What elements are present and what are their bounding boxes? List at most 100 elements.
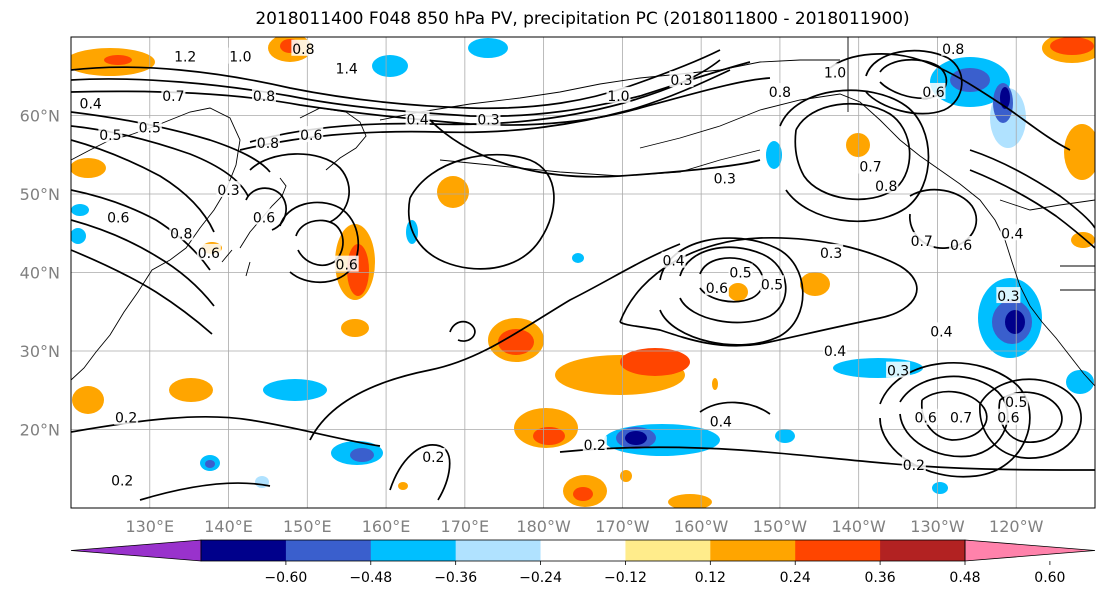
longitude-label: 140°E bbox=[204, 517, 253, 536]
contour-label-background bbox=[1004, 393, 1029, 410]
pv-contour bbox=[71, 61, 751, 118]
pv-contour-label: 0.8 bbox=[292, 42, 314, 58]
pv-contour-label: 0.2 bbox=[422, 450, 444, 466]
contour-label-background bbox=[78, 94, 103, 111]
latitude-label: 50°N bbox=[20, 185, 60, 204]
pv-contour bbox=[559, 446, 1095, 471]
pv-contour-label: 0.3 bbox=[217, 183, 239, 199]
precip-region bbox=[205, 460, 215, 468]
pv-contour bbox=[71, 189, 211, 271]
precip-region bbox=[1066, 370, 1094, 394]
pv-contour-label: 0.2 bbox=[115, 411, 137, 427]
colorbar-segment bbox=[370, 540, 457, 561]
pv-contour bbox=[389, 444, 451, 501]
longitude-label: 150°E bbox=[283, 517, 332, 536]
colorbar-extend-min bbox=[70, 539, 202, 562]
pv-contour bbox=[71, 111, 271, 173]
pv-contour-label: 0.6 bbox=[950, 238, 972, 254]
precip-region bbox=[468, 38, 508, 58]
pv-contour-label: 0.5 bbox=[761, 277, 783, 293]
colorbar-tick-label: 0.24 bbox=[780, 570, 811, 586]
pv-contour-label: 1.0 bbox=[607, 89, 629, 105]
pv-contour-label: 1.0 bbox=[229, 50, 251, 66]
contour-label-background bbox=[712, 169, 737, 186]
precip-region bbox=[498, 329, 534, 355]
pv-contour-label: 0.6 bbox=[915, 411, 937, 427]
precip-region bbox=[950, 68, 990, 92]
colorbar-frame bbox=[200, 539, 966, 562]
colorbar-segment bbox=[795, 540, 881, 561]
contour-label-background bbox=[708, 412, 733, 429]
colorbar-segment bbox=[710, 540, 796, 561]
colorbar-segment bbox=[285, 540, 372, 561]
pv-contour bbox=[71, 77, 771, 126]
pv-contour bbox=[429, 119, 761, 178]
precip-region bbox=[350, 448, 374, 462]
contour-label-background bbox=[858, 157, 883, 174]
longitude-label: 130°E bbox=[125, 517, 174, 536]
map-frame bbox=[70, 36, 1096, 509]
longitude-label: 150°W bbox=[753, 517, 808, 536]
pv-contour bbox=[779, 89, 930, 223]
colorbar-segment bbox=[540, 540, 626, 561]
pv-contour-labels: 1.2 1.0 0.8 1.4 0.8 0.7 0.4 0.5 0.5 0.8 0.6 0.4 0.3 1… bbox=[78, 39, 1029, 490]
pv-contour bbox=[879, 58, 948, 100]
pv-contour bbox=[679, 246, 787, 324]
contour-label-background bbox=[874, 177, 899, 194]
pv-contour-label: 0.4 bbox=[1001, 226, 1023, 242]
colorbar-tick-label: −0.12 bbox=[604, 570, 647, 586]
pv-contour bbox=[969, 169, 1095, 249]
contour-label-background bbox=[169, 224, 194, 241]
colorbar-tick-label: 0.48 bbox=[949, 570, 980, 586]
pv-contour bbox=[71, 219, 215, 307]
contour-label-background bbox=[161, 86, 186, 103]
colorbar-tick-label: −0.60 bbox=[264, 570, 307, 586]
pv-contour bbox=[249, 153, 350, 223]
pv-contour bbox=[969, 149, 1095, 229]
contour-label-background bbox=[228, 47, 253, 64]
pv-contour-label: 0.8 bbox=[769, 85, 791, 101]
pv-contour-label: 0.8 bbox=[875, 179, 897, 195]
contour-label-background bbox=[334, 255, 359, 272]
contour-label-background bbox=[823, 342, 848, 358]
precip-region bbox=[1050, 37, 1094, 55]
pv-contour-label: 0.8 bbox=[942, 42, 964, 58]
pv-contour bbox=[699, 401, 771, 415]
precip-region bbox=[71, 158, 106, 178]
pv-contour bbox=[71, 249, 213, 335]
pv-contour-label: 0.6 bbox=[997, 411, 1019, 427]
contour-label-background bbox=[291, 39, 316, 56]
contour-label-background bbox=[819, 243, 844, 260]
pv-contour-label: 0.5 bbox=[1005, 395, 1027, 411]
pv-contour-label: 1.2 bbox=[174, 50, 196, 66]
pv-contour bbox=[979, 378, 1082, 459]
longitude-label: 130°W bbox=[910, 517, 965, 536]
colorbar: −0.60 −0.48 −0.36 −0.24 −0.12 0.12 0.24 0.36 0.4… bbox=[70, 539, 1096, 586]
colorbar-segment bbox=[625, 540, 711, 561]
precip-region bbox=[573, 487, 593, 501]
pv-contour bbox=[71, 49, 721, 110]
precip-region bbox=[1000, 87, 1010, 109]
coastline-bering bbox=[379, 59, 840, 121]
pv-contour-label: 0.6 bbox=[922, 85, 944, 101]
pv-contour bbox=[295, 219, 344, 267]
pv-contour-label: 0.6 bbox=[198, 246, 220, 262]
pv-contour-label: 0.7 bbox=[950, 411, 972, 427]
precip-region bbox=[572, 253, 584, 263]
pv-contour bbox=[71, 139, 215, 233]
pv-contour-label: 0.8 bbox=[257, 136, 279, 152]
latitude-labels: 60°N 50°N 40°N 30°N 20°N bbox=[20, 107, 60, 440]
precip-region bbox=[263, 379, 327, 401]
pv-contour-label: 0.7 bbox=[859, 160, 881, 176]
contour-label-background bbox=[421, 447, 446, 464]
contour-label-background bbox=[929, 322, 954, 339]
pv-contour bbox=[245, 187, 287, 231]
pv-contour bbox=[619, 236, 918, 347]
contour-label-background bbox=[334, 59, 359, 76]
contour-label-background bbox=[98, 126, 123, 143]
contour-label-background bbox=[760, 275, 785, 292]
pv-contour-label: 0.4 bbox=[930, 324, 952, 340]
contour-label-background bbox=[901, 455, 926, 472]
contour-label-background bbox=[255, 133, 280, 150]
precip-region bbox=[620, 348, 690, 376]
